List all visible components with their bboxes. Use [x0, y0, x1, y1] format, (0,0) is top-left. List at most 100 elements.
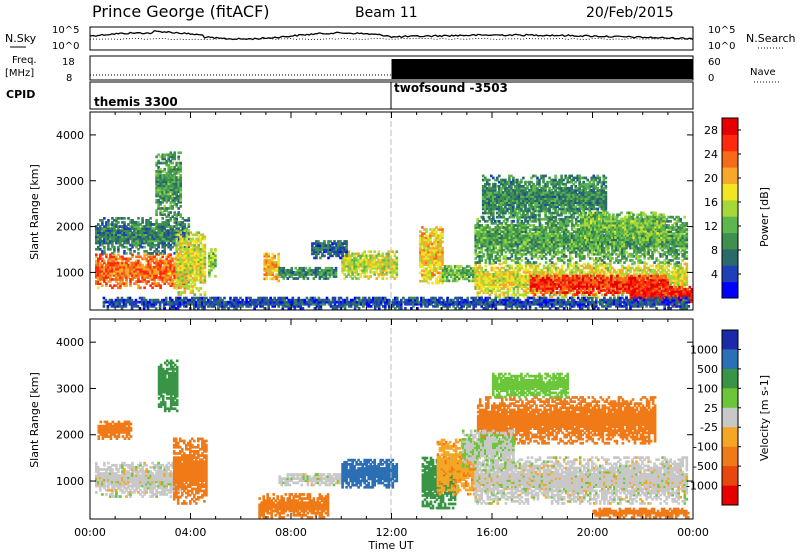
power-cell	[387, 262, 391, 266]
power-cell	[147, 269, 150, 273]
power-cell	[169, 203, 172, 206]
power-cell	[185, 280, 189, 284]
power-cell	[97, 265, 100, 269]
power-cell	[97, 229, 100, 232]
power-cell	[111, 229, 114, 232]
power-cell	[175, 237, 178, 241]
power-cell	[323, 250, 326, 254]
power-cell	[371, 258, 374, 262]
power-cell	[181, 227, 185, 230]
power-cell	[363, 256, 366, 260]
power-cell	[155, 239, 158, 243]
power-cell	[173, 182, 176, 186]
power-cell	[157, 200, 160, 204]
power-cell	[377, 254, 380, 258]
power-cell	[97, 241, 100, 245]
power-cell	[165, 153, 168, 157]
power-cell	[201, 237, 205, 241]
power-cell	[181, 225, 185, 228]
power-cell	[111, 245, 114, 249]
power-cell	[107, 225, 110, 228]
power-cell	[99, 272, 102, 275]
power-cell	[157, 276, 160, 279]
power-cell	[195, 260, 199, 263]
power-cell	[365, 256, 368, 260]
power-cell	[161, 229, 164, 232]
power-cell	[210, 260, 213, 264]
power-cell	[484, 264, 488, 268]
power-cell	[163, 180, 166, 183]
power-cell	[193, 256, 197, 259]
power-cell	[127, 276, 130, 279]
power-cell	[323, 242, 326, 245]
power-cell	[177, 213, 180, 216]
power-cell	[203, 266, 207, 270]
power-cell	[335, 244, 338, 247]
power-cell	[387, 252, 391, 256]
power-cell	[155, 198, 158, 202]
power-cell	[185, 272, 189, 275]
power-cell	[177, 186, 180, 190]
power-cell	[167, 221, 170, 224]
power-cell	[137, 227, 140, 230]
power-cell	[139, 223, 142, 226]
power-cell	[171, 180, 174, 183]
power-cell	[109, 241, 112, 245]
power-cell	[381, 264, 385, 268]
power-cell	[179, 163, 182, 167]
power-cell	[109, 269, 112, 273]
power-cell	[286, 269, 290, 272]
power-cell	[175, 196, 178, 200]
power-cell	[161, 196, 164, 200]
power-cell	[369, 254, 372, 258]
power-cell	[155, 174, 158, 177]
power-cell	[151, 255, 154, 259]
power-cell	[173, 282, 176, 285]
power-cell	[113, 261, 116, 265]
power-cell	[95, 269, 98, 273]
power-cell	[155, 182, 158, 186]
power-cell	[163, 231, 166, 235]
power-cell	[322, 275, 326, 278]
power-cell	[265, 277, 268, 281]
power-cell	[153, 237, 156, 241]
power-cell	[115, 239, 118, 243]
power-cell	[179, 245, 182, 249]
power-cell	[167, 159, 170, 163]
power-cell	[175, 247, 178, 251]
power-cell	[141, 265, 144, 269]
power-cell	[369, 275, 372, 278]
power-cell	[395, 264, 399, 268]
power-cell	[111, 239, 114, 243]
power-cell	[181, 217, 185, 220]
power-cell	[181, 229, 185, 232]
power-cell	[181, 282, 185, 285]
power-cell	[343, 262, 346, 266]
power-cell	[171, 178, 174, 181]
power-cell	[149, 235, 152, 239]
power-cell	[341, 258, 344, 262]
power-cell	[133, 235, 136, 239]
power-cell	[117, 253, 120, 257]
power-cell	[323, 240, 326, 243]
power-cell	[357, 258, 360, 262]
power-cell	[369, 269, 372, 272]
power-cell	[284, 273, 288, 276]
power-cell	[143, 227, 146, 230]
power-cell	[109, 223, 112, 226]
power-cell	[101, 267, 104, 271]
power-cell	[109, 239, 112, 243]
power-cell	[429, 273, 432, 277]
power-cell	[324, 275, 328, 278]
power-cell	[145, 257, 148, 261]
power-cell	[171, 267, 174, 271]
power-cell	[117, 278, 120, 281]
power-cell	[155, 180, 158, 183]
power-cell	[109, 276, 112, 279]
power-cell	[199, 264, 203, 268]
power-cell	[275, 277, 278, 281]
power-cell	[169, 267, 172, 271]
power-cell	[369, 264, 372, 268]
power-cell	[345, 262, 348, 266]
power-cell	[387, 256, 391, 260]
